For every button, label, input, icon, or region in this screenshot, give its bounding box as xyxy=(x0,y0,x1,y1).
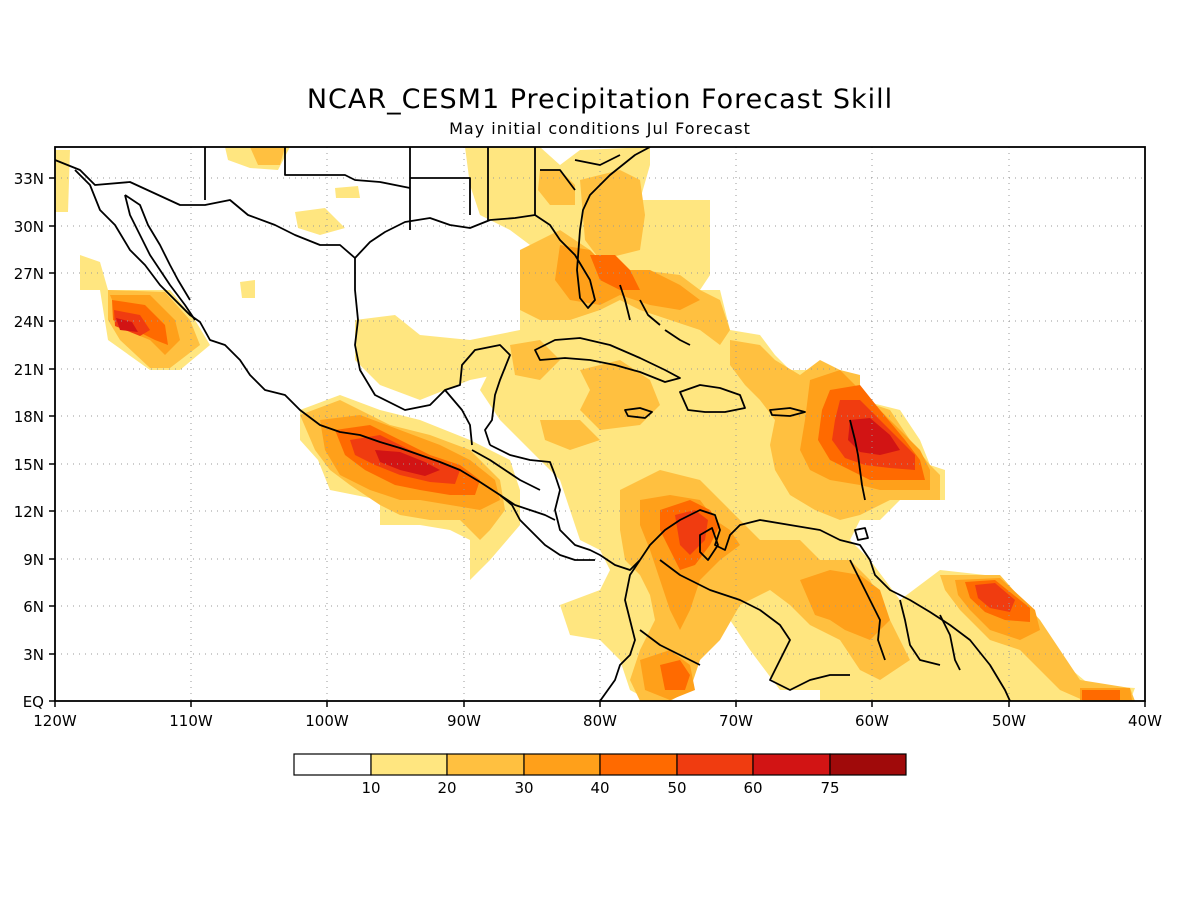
colorbar-box xyxy=(293,753,372,776)
colorbar-label: 60 xyxy=(743,779,762,797)
lat-labels: EQ 3N 6N 9N 12N 15N 18N 21N 24N 27N 30N … xyxy=(14,170,44,711)
lat-label: 30N xyxy=(14,218,44,236)
colorbar-label: 30 xyxy=(514,779,533,797)
chart-title: NCAR_CESM1 Precipitation Forecast Skill xyxy=(306,84,894,115)
colorbar-box xyxy=(599,753,678,776)
lat-label: 21N xyxy=(14,361,44,379)
colorbar: 10 20 30 40 50 60 75 xyxy=(293,753,907,797)
colorbar-label: 10 xyxy=(361,779,380,797)
chart-subtitle: May initial conditions Jul Forecast xyxy=(449,119,751,138)
lat-label: 9N xyxy=(23,551,44,569)
lon-label: 50W xyxy=(992,712,1026,730)
lat-label: EQ xyxy=(23,693,44,711)
map-grid xyxy=(55,147,1145,701)
lon-label: 120W xyxy=(33,712,77,730)
lat-label: 33N xyxy=(14,170,44,188)
lon-label: 100W xyxy=(305,712,349,730)
colorbar-label: 20 xyxy=(437,779,456,797)
lat-label: 3N xyxy=(23,646,44,664)
colorbar-box xyxy=(446,753,525,776)
colorbar-label: 50 xyxy=(667,779,686,797)
colorbar-label: 75 xyxy=(820,779,839,797)
lat-label: 24N xyxy=(14,313,44,331)
lon-labels: 120W 110W 100W 90W 80W 70W 60W 50W 40W xyxy=(33,712,1162,730)
lon-label: 80W xyxy=(583,712,617,730)
lon-label: 70W xyxy=(719,712,753,730)
colorbar-box xyxy=(752,753,831,776)
colorbar-label: 40 xyxy=(590,779,609,797)
lat-label: 18N xyxy=(14,408,44,426)
colorbar-box xyxy=(829,753,907,776)
lat-label: 12N xyxy=(14,503,44,521)
skill-shading xyxy=(55,147,1135,701)
lon-label: 90W xyxy=(447,712,481,730)
colorbar-box xyxy=(523,753,601,776)
coastlines xyxy=(55,147,1011,701)
lon-label: 60W xyxy=(855,712,889,730)
axis-ticks xyxy=(49,177,1146,707)
colorbar-box xyxy=(370,753,448,776)
lon-label: 110W xyxy=(169,712,213,730)
lon-label: 40W xyxy=(1128,712,1162,730)
colorbar-box xyxy=(676,753,754,776)
lat-label: 27N xyxy=(14,265,44,283)
lat-label: 15N xyxy=(14,456,44,474)
lat-label: 6N xyxy=(23,598,44,616)
